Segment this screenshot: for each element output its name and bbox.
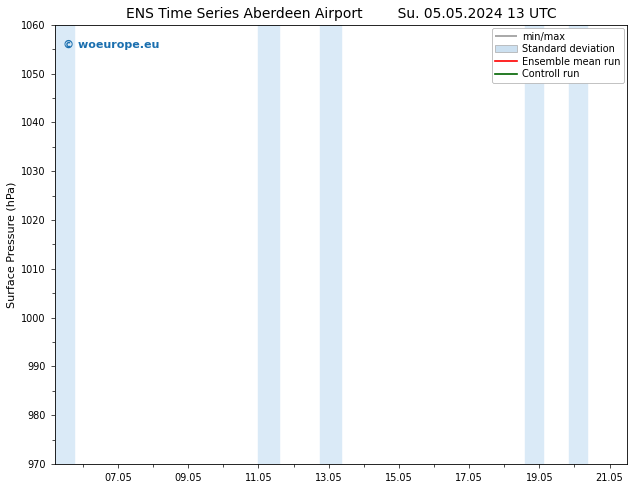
Text: © woeurope.eu: © woeurope.eu	[63, 40, 160, 50]
Bar	[569, 25, 586, 464]
Y-axis label: Surface Pressure (hPa): Surface Pressure (hPa)	[7, 181, 17, 308]
Bar	[525, 25, 543, 464]
Legend: min/max, Standard deviation, Ensemble mean run, Controll run: min/max, Standard deviation, Ensemble me…	[491, 28, 624, 83]
Bar	[320, 25, 341, 464]
Title: ENS Time Series Aberdeen Airport        Su. 05.05.2024 13 UTC: ENS Time Series Aberdeen Airport Su. 05.…	[126, 7, 556, 21]
Bar	[55, 25, 74, 464]
Bar	[259, 25, 280, 464]
